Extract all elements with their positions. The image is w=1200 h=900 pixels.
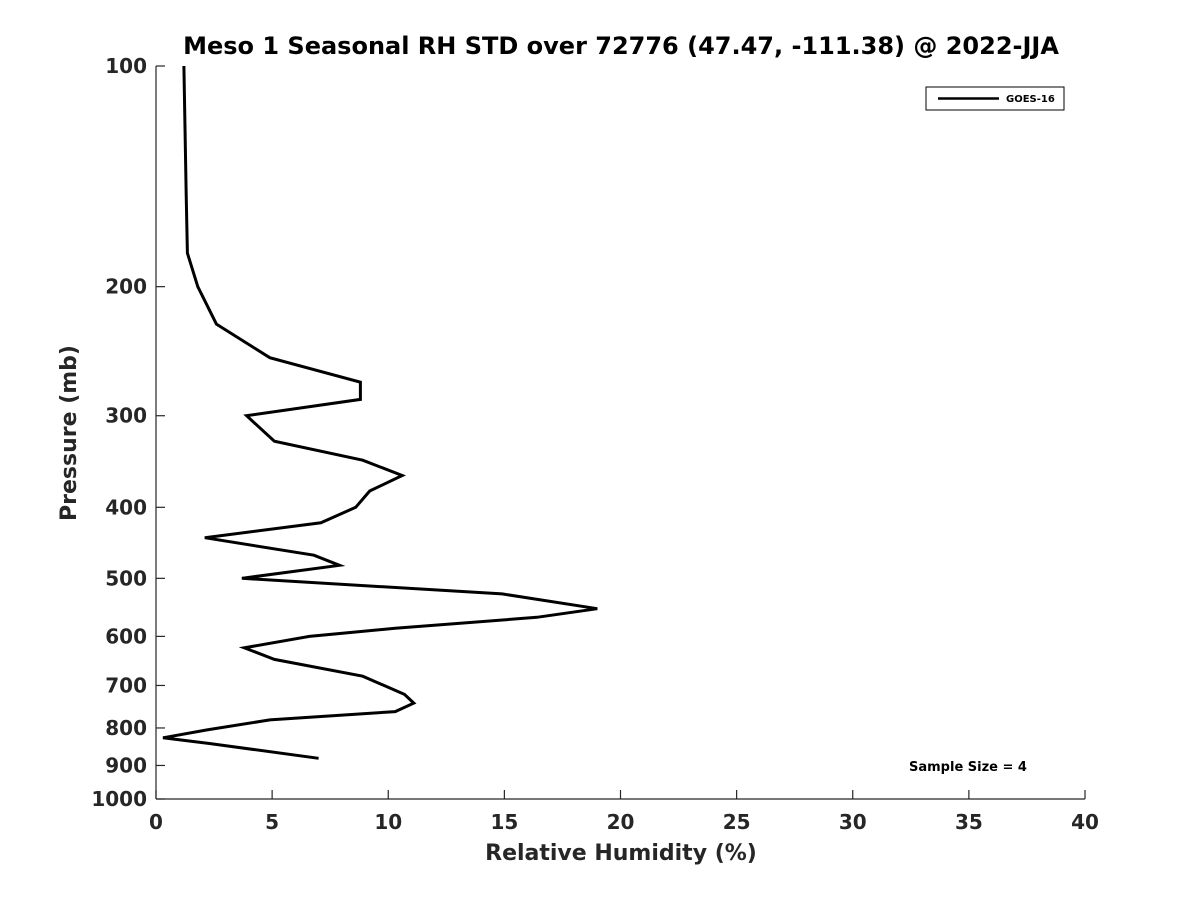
- y-tick-label: 500: [105, 566, 147, 590]
- y-tick-label: 600: [105, 624, 147, 648]
- x-tick-label: 20: [607, 810, 635, 834]
- y-tick-label: 800: [105, 716, 147, 740]
- y-axis-ticks: 100 200 300 400 500 600 700 800 900 1000: [91, 54, 165, 811]
- sample-size-annotation: Sample Size = 4: [909, 760, 1027, 775]
- series-group: [162, 65, 598, 760]
- chart-title: Meso 1 Seasonal RH STD over 72776 (47.47…: [183, 32, 1059, 60]
- x-tick-label: 5: [265, 810, 279, 834]
- y-axis-label: Pressure (mb): [57, 345, 82, 521]
- y-tick-label: 700: [105, 673, 147, 697]
- x-tick-label: 30: [839, 810, 867, 834]
- y-tick-label: 100: [105, 54, 147, 78]
- legend-label-goes16: GOES-16: [1006, 94, 1055, 105]
- series-line-goes-16: [162, 65, 598, 760]
- x-tick-label: 25: [723, 810, 751, 834]
- y-tick-label: 200: [105, 275, 147, 299]
- y-tick-label: 900: [105, 753, 147, 777]
- x-tick-label: 40: [1071, 810, 1099, 834]
- x-tick-label: 0: [149, 810, 163, 834]
- x-tick-label: 35: [955, 810, 983, 834]
- x-axis-label: Relative Humidity (%): [485, 841, 757, 866]
- y-tick-label: 300: [105, 404, 147, 428]
- legend: GOES-16: [925, 86, 1065, 111]
- y-tick-label: 400: [105, 495, 147, 519]
- y-tick-label: 1000: [91, 787, 147, 811]
- x-axis-ticks: 0 5 10 15 20 25 30 35 40: [149, 790, 1099, 834]
- x-tick-label: 15: [490, 810, 518, 834]
- x-tick-label: 10: [374, 810, 402, 834]
